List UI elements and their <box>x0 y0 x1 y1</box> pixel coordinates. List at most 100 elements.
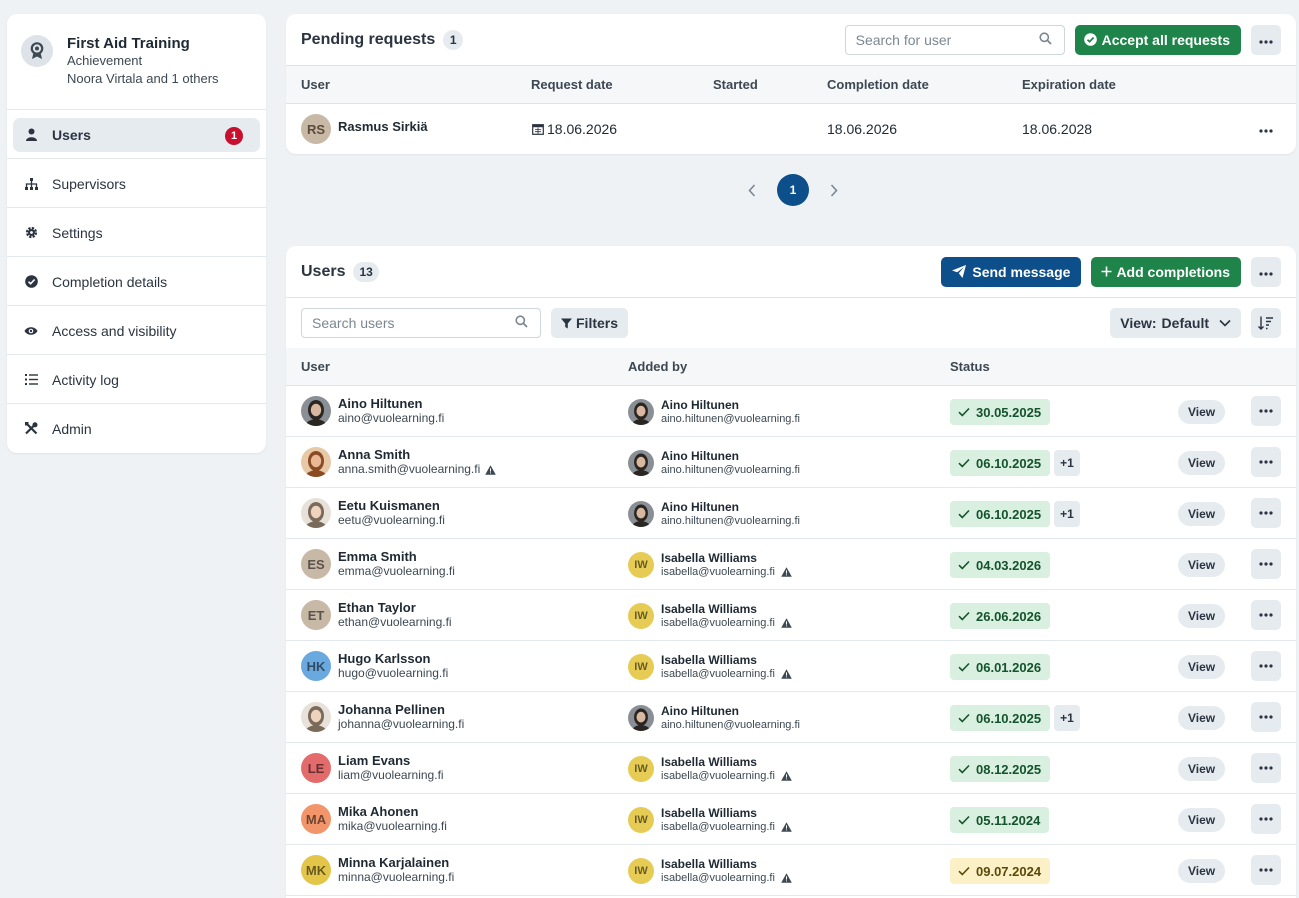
status-date: 08.12.2025 <box>976 761 1042 777</box>
view-user-button[interactable]: View <box>1178 451 1226 475</box>
view-user-button[interactable]: View <box>1178 808 1226 832</box>
add-completions-button[interactable]: Add completions <box>1091 256 1241 287</box>
status-badge[interactable]: 09.07.2024 <box>950 858 1051 884</box>
expiration-date: 18.06.2028 <box>1022 121 1093 137</box>
status-badge[interactable]: 08.12.2025 <box>950 756 1051 782</box>
row-more-button[interactable] <box>1251 600 1281 630</box>
row-more-button[interactable] <box>1251 114 1281 144</box>
pending-table-header: User Request date Started Completion dat… <box>286 66 1296 104</box>
status-date: 06.10.2025 <box>976 455 1042 471</box>
view-user-button[interactable]: View <box>1178 706 1226 730</box>
status-badge[interactable]: 26.06.2026 <box>950 603 1051 629</box>
sort-button[interactable] <box>1251 308 1281 338</box>
sidebar-item-activity-log[interactable]: Activity log <box>7 355 266 404</box>
page-button-current[interactable]: 1 <box>777 174 809 206</box>
chevron-left-icon[interactable] <box>748 183 756 197</box>
added-by-email: aino.hiltunen@vuolearning.fi <box>661 719 800 731</box>
table-row[interactable]: Eetu Kuismanen eetu@vuolearning.fi Aino Hi… <box>286 488 1296 539</box>
row-more-button[interactable] <box>1251 396 1281 426</box>
more-horizontal-icon <box>1259 263 1273 281</box>
extra-completions-badge[interactable]: +1 <box>1054 705 1080 731</box>
chevron-right-icon[interactable] <box>830 183 838 197</box>
table-row[interactable]: MK Minna Karjalainen minna@vuolearning.fi I… <box>286 845 1296 896</box>
sidebar-item-completion-details[interactable]: Completion details <box>7 257 266 306</box>
view-user-button[interactable]: View <box>1178 859 1226 883</box>
added-by-avatar: IW <box>628 603 654 629</box>
calendar-icon <box>532 123 544 135</box>
status-badge[interactable]: 06.10.2025 <box>950 450 1051 476</box>
sidebar-item-label: Activity log <box>52 371 119 388</box>
search-icon <box>515 315 528 331</box>
view-user-button[interactable]: View <box>1178 757 1226 781</box>
status-badge[interactable]: 06.01.2026 <box>950 654 1051 680</box>
sidebar-item-supervisors[interactable]: Supervisors <box>7 159 266 208</box>
row-more-button[interactable] <box>1251 855 1281 885</box>
view-user-button[interactable]: View <box>1178 604 1226 628</box>
users-more-button[interactable] <box>1251 256 1281 287</box>
pending-requests-card: Pending requests 1 Search for user Accep… <box>286 14 1296 154</box>
course-owners: Noora Virtala and 1 others <box>67 71 219 86</box>
extra-completions-badge[interactable]: +1 <box>1054 450 1080 476</box>
row-more-button[interactable] <box>1251 498 1281 528</box>
user-name: Aino Hiltunen <box>338 396 423 411</box>
tools-icon <box>24 422 38 436</box>
more-horizontal-icon <box>1259 120 1273 138</box>
users-title: Users <box>301 262 346 280</box>
view-user-button[interactable]: View <box>1178 502 1226 526</box>
more-horizontal-icon <box>1259 409 1273 413</box>
row-more-button[interactable] <box>1251 447 1281 477</box>
view-user-button[interactable]: View <box>1178 553 1226 577</box>
check-icon <box>958 662 970 672</box>
row-more-button[interactable] <box>1251 651 1281 681</box>
status-badge[interactable]: 06.10.2025 <box>950 705 1051 731</box>
extra-completions-badge[interactable]: +1 <box>1054 501 1080 527</box>
table-row[interactable]: MA Mika Ahonen mika@vuolearning.fi IW Isabel… <box>286 794 1296 845</box>
table-row[interactable]: LE Liam Evans liam@vuolearning.fi IW Isabell… <box>286 743 1296 794</box>
sidebar-item-settings[interactable]: Settings <box>7 208 266 257</box>
check-icon <box>958 815 970 825</box>
users-search-input[interactable]: Search users <box>301 308 541 338</box>
sidebar-item-users[interactable]: Users 1 <box>7 114 266 159</box>
row-more-button[interactable] <box>1251 549 1281 579</box>
status-badge[interactable]: 05.11.2024 <box>950 807 1050 833</box>
send-message-button[interactable]: Send message <box>941 256 1082 287</box>
status-badge[interactable]: 04.03.2026 <box>950 552 1051 578</box>
pagination: 1 <box>748 174 838 206</box>
row-more-button[interactable] <box>1251 804 1281 834</box>
more-horizontal-icon <box>1259 460 1273 464</box>
table-row[interactable]: Aino Hiltunen aino@vuolearning.fi Aino Hil… <box>286 386 1296 437</box>
chevron-down-icon <box>1219 319 1231 327</box>
view-user-button[interactable]: View <box>1178 400 1226 424</box>
view-value: Default <box>1161 315 1209 331</box>
table-row[interactable]: Johanna Pellinen johanna@vuolearning.fi Ai… <box>286 692 1296 743</box>
view-user-button[interactable]: View <box>1178 655 1226 679</box>
added-by-email: isabella@vuolearning.fi <box>661 872 775 884</box>
gear-icon <box>24 226 38 240</box>
accept-all-requests-button[interactable]: Accept all requests <box>1074 24 1241 55</box>
user-email: minna@vuolearning.fi <box>338 870 455 884</box>
sidebar-item-admin[interactable]: Admin <box>13 404 260 453</box>
more-horizontal-icon <box>1259 613 1273 617</box>
row-more-button[interactable] <box>1251 753 1281 783</box>
table-row[interactable]: HK Hugo Karlsson hugo@vuolearning.fi IW Isab… <box>286 641 1296 692</box>
table-row[interactable]: Anna Smith anna.smith@vuolearning.fi Aino … <box>286 437 1296 488</box>
row-more-button[interactable] <box>1251 702 1281 732</box>
pending-more-button[interactable] <box>1251 24 1281 55</box>
table-row[interactable]: ES Emma Smith emma@vuolearning.fi IW Isabell… <box>286 539 1296 590</box>
pending-search-input[interactable]: Search for user <box>844 24 1065 55</box>
view-select[interactable]: View: Default <box>1110 308 1241 338</box>
sidebar-item-access-visibility[interactable]: Access and visibility <box>7 306 266 355</box>
filters-button[interactable]: Filters <box>551 308 629 338</box>
column-header-user: User <box>301 77 330 92</box>
status-badge[interactable]: 06.10.2025 <box>950 501 1051 527</box>
search-placeholder: Search for user <box>855 31 952 48</box>
added-by-email: aino.hiltunen@vuolearning.fi <box>661 464 800 476</box>
users-count-badge: 13 <box>353 261 379 282</box>
user-name: Liam Evans <box>338 753 411 768</box>
table-row[interactable]: RS Rasmus Sirkiä 18.06.2026 18.06.2026 1… <box>286 104 1296 154</box>
status-badge[interactable]: 30.05.2025 <box>950 399 1051 425</box>
table-row[interactable]: ET Ethan Taylor ethan@vuolearning.fi IW Isab… <box>286 590 1296 641</box>
check-icon <box>958 560 970 570</box>
sidebar-item-label: Access and visibility <box>52 322 177 339</box>
filters-label: Filters <box>576 315 619 331</box>
